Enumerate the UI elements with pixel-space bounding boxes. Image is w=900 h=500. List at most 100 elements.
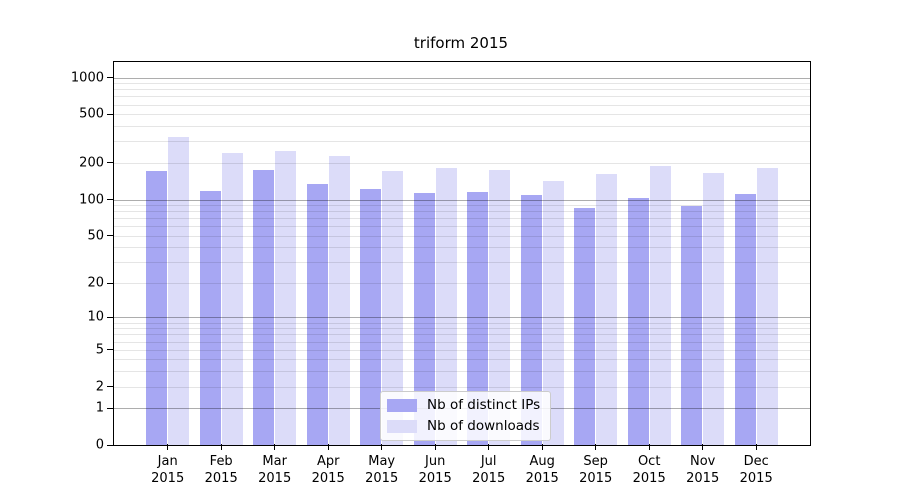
minor-gridline-200 [114, 162, 810, 164]
legend-label-distinct-ips: Nb of distinct IPs [427, 397, 541, 413]
bar-may-distinct-ips [360, 188, 382, 445]
y-tick-label-1: 1 [95, 400, 104, 416]
bar-aug-distinct-ips [520, 195, 542, 445]
y-tick-200 [107, 162, 113, 164]
minor-gridline-500 [114, 114, 810, 116]
x-tick-label-mar: Mar 2015 [258, 454, 292, 486]
bar-aug-downloads [542, 180, 564, 445]
bar-feb-downloads [221, 153, 243, 445]
minor-gridline-20 [114, 283, 810, 284]
minor-gridline-8 [114, 328, 810, 330]
minor-gridline-3 [114, 371, 810, 373]
bar-jun-downloads [435, 168, 457, 445]
legend-label-downloads: Nb of downloads [427, 418, 540, 434]
minor-gridline-4 [114, 359, 810, 361]
bar-sep-distinct-ips [574, 208, 596, 445]
minor-gridline-300 [114, 141, 810, 143]
bar-dec-downloads [756, 167, 778, 445]
y-tick-1 [107, 407, 113, 409]
legend-swatch-downloads [387, 419, 417, 433]
x-tick-dec [755, 444, 757, 450]
minor-gridline-70 [114, 218, 810, 220]
minor-gridline-7 [114, 334, 810, 336]
y-tick-label-2: 2 [95, 379, 104, 395]
y-tick-1000 [107, 77, 113, 78]
bar-jul-distinct-ips [467, 191, 489, 445]
bar-dec-distinct-ips [734, 193, 756, 445]
y-tick-label-10: 10 [87, 309, 104, 325]
minor-gridline-60 [114, 226, 810, 228]
major-gridline-100 [114, 199, 810, 201]
bar-may-downloads [382, 171, 404, 445]
x-tick-apr [327, 444, 329, 450]
minor-gridline-800 [114, 89, 810, 91]
minor-gridline-40 [114, 247, 810, 249]
x-tick-label-sep: Sep 2015 [579, 454, 613, 486]
y-tick-label-5: 5 [95, 342, 104, 358]
y-tick-label-0: 0 [95, 437, 104, 453]
y-tick-label-200: 200 [79, 155, 104, 171]
x-tick-may [381, 444, 383, 450]
bar-jun-distinct-ips [413, 192, 435, 445]
minor-gridline-9 [114, 322, 810, 324]
minor-gridline-5 [114, 349, 810, 351]
bar-mar-distinct-ips [253, 169, 275, 445]
y-tick-2 [107, 386, 113, 388]
x-tick-label-dec: Dec 2015 [739, 454, 773, 486]
x-tick-oct [648, 444, 650, 450]
y-tick-label-1000: 1000 [70, 70, 104, 85]
y-tick-label-20: 20 [87, 275, 104, 291]
x-tick-label-nov: Nov 2015 [686, 454, 720, 486]
legend: Nb of distinct IPs Nb of downloads [380, 391, 552, 441]
minor-gridline-30 [114, 262, 810, 264]
y-tick-label-50: 50 [87, 228, 104, 244]
bar-jul-downloads [489, 169, 511, 445]
y-tick-label-100: 100 [79, 192, 104, 207]
minor-gridline-50 [114, 235, 810, 237]
y-tick-0 [107, 444, 113, 446]
minor-gridline-700 [114, 96, 810, 98]
minor-gridline-90 [114, 205, 810, 206]
bar-sep-downloads [596, 174, 618, 445]
x-tick-label-jul: Jul 2015 [472, 454, 506, 486]
y-tick-label-500: 500 [79, 106, 104, 122]
bar-feb-distinct-ips [199, 191, 221, 445]
y-tick-100 [107, 199, 113, 200]
x-tick-label-apr: Apr 2015 [311, 454, 345, 486]
legend-item-distinct-ips: Nb of distinct IPs [387, 397, 540, 413]
plot-area: 0 1 2 5 10 20 50 100 200 500 1000 Jan 2015 Feb 2015 Ma… [71, 61, 811, 486]
minor-gridline-900 [114, 83, 810, 85]
y-tick-500 [107, 113, 113, 115]
bar-apr-distinct-ips [306, 183, 328, 445]
y-tick-5 [107, 349, 113, 351]
x-tick-feb [220, 444, 222, 450]
x-tick-jun [434, 444, 436, 450]
x-tick-jul [488, 444, 490, 450]
chart-title: triform 2015 [413, 34, 509, 52]
x-tick-aug [541, 444, 543, 450]
bar-oct-distinct-ips [627, 197, 649, 445]
x-tick-label-aug: Aug 2015 [525, 454, 559, 486]
bar-jan-distinct-ips [146, 171, 168, 445]
major-gridline-10 [114, 317, 810, 319]
bar-oct-downloads [649, 166, 671, 445]
bar-jan-downloads [168, 136, 190, 445]
x-tick-label-jan: Jan 2015 [151, 454, 185, 486]
minor-gridline-80 [114, 211, 810, 213]
bar-nov-distinct-ips [681, 205, 703, 445]
legend-swatch-distinct-ips [387, 398, 417, 412]
minor-gridline-600 [114, 104, 810, 106]
y-tick-20 [107, 282, 113, 284]
bar-nov-downloads [703, 173, 725, 445]
x-tick-label-may: May 2015 [365, 454, 399, 486]
x-tick-nov [702, 444, 704, 450]
minor-gridline-400 [114, 126, 810, 128]
x-tick-mar [274, 444, 276, 450]
x-tick-label-jun: Jun 2015 [418, 454, 452, 486]
x-tick-label-feb: Feb 2015 [204, 454, 238, 486]
y-tick-10 [107, 316, 113, 318]
bar-mar-downloads [275, 151, 297, 445]
x-tick-label-oct: Oct 2015 [632, 454, 666, 486]
minor-gridline-6 [114, 341, 810, 343]
